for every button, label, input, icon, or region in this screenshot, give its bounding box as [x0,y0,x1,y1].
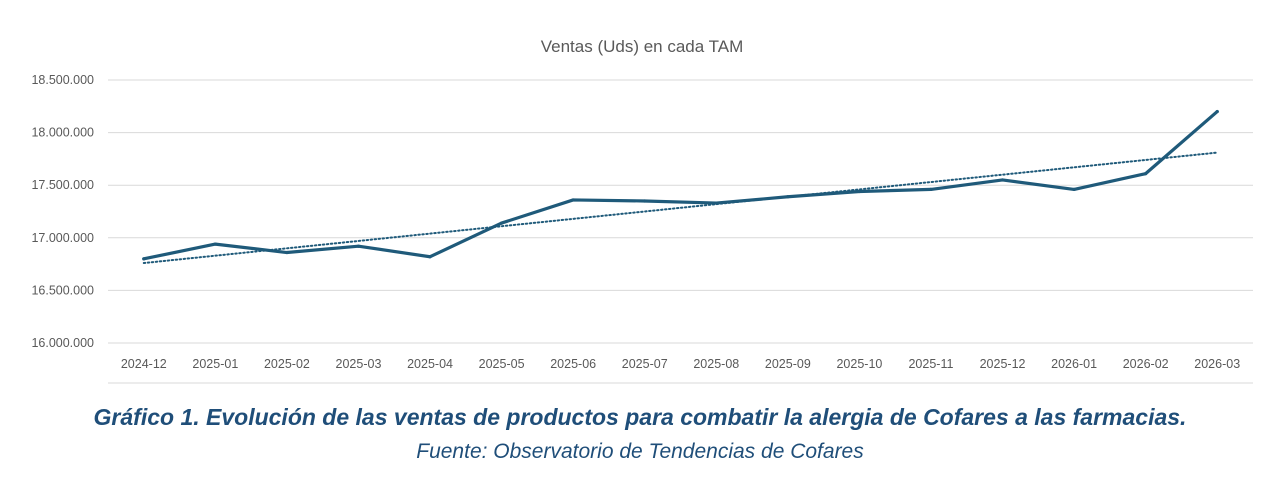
series-line [142,109,1219,261]
data-point [714,201,718,205]
y-axis-ticks: 16.000.000 16.500.000 17.000.000 17.500.000… [31,73,94,350]
x-tick-label: 2025-10 [836,357,882,371]
x-tick-label: 2024-12 [121,357,167,371]
data-point [929,187,933,192]
data-point [142,257,146,261]
data-point [499,221,504,225]
data-point [786,195,790,199]
x-tick-label: 2025-12 [980,357,1026,371]
data-point [643,199,647,203]
x-tick-label: 2025-03 [336,357,382,371]
x-axis-ticks: 2024-12 2025-01 2025-02 2025-03 2025-04 2025-… [121,357,1240,371]
gridlines [108,79,1253,384]
data-point [1000,178,1005,182]
y-tick-label: 17.500.000 [31,178,94,192]
x-tick-label: 2025-07 [622,357,668,371]
trendline-layer [142,151,1219,265]
figure-caption-source: Fuente: Observatorio de Tendencias de Co… [416,440,864,463]
chart-title: Ventas (Uds) en cada TAM [541,37,744,56]
y-tick-label: 18.500.000 [31,73,94,87]
x-tick-label: 2025-01 [192,357,238,371]
data-point [356,244,361,248]
data-point [857,189,862,194]
line-chart: Ventas (Uds) en cada TAM 16.000.000 16.50… [31,37,1253,384]
x-tick-label: 2025-05 [479,357,525,371]
y-tick-label: 17.000.000 [31,231,94,245]
data-point [213,242,217,246]
data-point [1072,187,1076,192]
y-tick-label: 16.000.000 [31,336,94,350]
data-point [285,250,289,255]
figure-caption-title: Gráfico 1. Evolución de las ventas de pr… [93,404,1187,430]
data-point [1215,109,1219,114]
x-tick-label: 2026-02 [1123,357,1169,371]
y-tick-label: 16.500.000 [31,283,94,297]
x-tick-label: 2025-08 [693,357,739,371]
chart-area: Ventas (Uds) en cada TAM 16.000.000 16.50… [31,37,1253,384]
x-tick-label: 2026-03 [1194,357,1240,371]
data-point [428,255,432,259]
trendline [142,151,1219,265]
data-point [1144,172,1148,176]
x-tick-label: 2025-06 [550,357,596,371]
x-tick-label: 2025-11 [908,357,953,371]
x-tick-label: 2025-04 [407,357,453,371]
x-tick-label: 2025-02 [264,357,310,371]
data-point [571,198,575,202]
y-tick-label: 18.000.000 [31,126,94,140]
x-tick-label: 2025-09 [765,357,811,371]
series-layer [142,109,1219,261]
x-tick-label: 2026-01 [1051,357,1097,371]
